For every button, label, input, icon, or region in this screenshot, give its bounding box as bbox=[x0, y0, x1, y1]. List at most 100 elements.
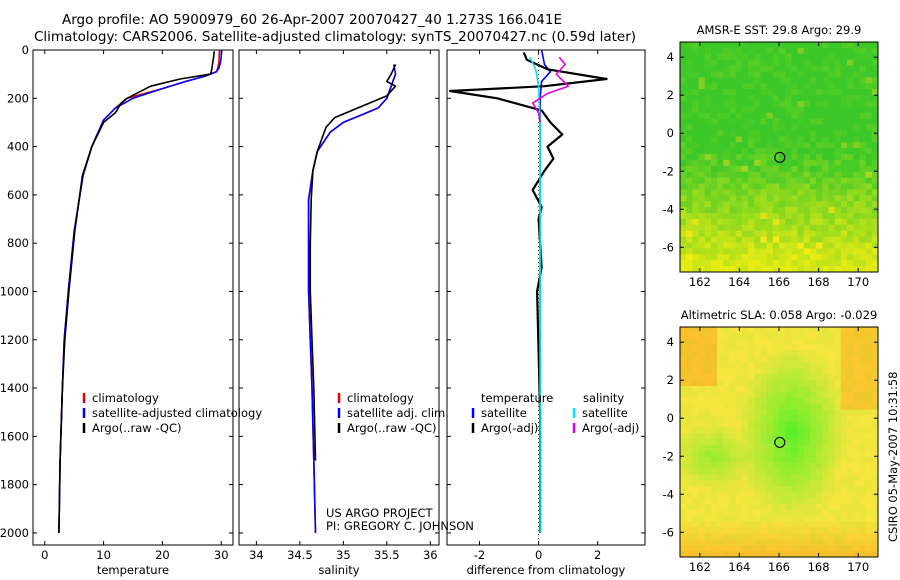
map-cell-4 bbox=[840, 439, 848, 446]
map-cell-4 bbox=[828, 415, 836, 422]
map-cell-3 bbox=[809, 266, 817, 273]
credit-line1: US ARGO PROJECT bbox=[326, 506, 433, 520]
map-cell-3 bbox=[779, 236, 786, 243]
map-cell-4 bbox=[834, 444, 842, 452]
map-cell-3 bbox=[748, 260, 755, 267]
map-cell-3 bbox=[698, 124, 706, 131]
legend-label-1: satellite adj. clim. bbox=[347, 406, 449, 420]
map-cell-3 bbox=[680, 106, 687, 114]
map-cell-4 bbox=[692, 515, 699, 523]
map-cell-4 bbox=[779, 498, 786, 505]
map-cell-3 bbox=[853, 59, 860, 66]
map-cell-3 bbox=[859, 230, 867, 238]
map-cell-4 bbox=[809, 368, 817, 375]
map-cell-4 bbox=[822, 521, 829, 528]
map-cell-4 bbox=[791, 427, 798, 434]
map-cell-4 bbox=[686, 374, 693, 381]
map-cell-3 bbox=[785, 201, 792, 208]
map-cell-3 bbox=[816, 248, 823, 255]
map-cell-4 bbox=[704, 385, 712, 393]
map-cell-4 bbox=[680, 433, 687, 440]
map-cell-4 bbox=[735, 374, 743, 381]
map-cell-3 bbox=[840, 136, 848, 143]
map-cell-3 bbox=[847, 148, 854, 155]
map-cell-4 bbox=[680, 344, 687, 351]
map-cell-4 bbox=[741, 397, 749, 405]
map-cell-3 bbox=[828, 106, 836, 114]
map-cell-3 bbox=[822, 59, 829, 66]
map-cell-4 bbox=[847, 374, 854, 381]
map-cell-4 bbox=[859, 427, 867, 434]
map-cell-4 bbox=[791, 551, 798, 558]
map-cell-4 bbox=[680, 492, 687, 499]
map-cell-4 bbox=[704, 403, 712, 410]
map-cell-3 bbox=[859, 59, 867, 66]
map-cell-4 bbox=[828, 362, 836, 369]
map-cell-3 bbox=[772, 266, 780, 273]
map-cell-3 bbox=[834, 183, 842, 190]
map-cell-4 bbox=[791, 338, 798, 346]
map-cell-4 bbox=[704, 409, 712, 416]
map-cell-3 bbox=[779, 124, 786, 131]
map-cell-3 bbox=[729, 65, 737, 72]
map-cell-4 bbox=[710, 391, 718, 399]
map-cell-4 bbox=[871, 403, 879, 410]
map-cell-3 bbox=[729, 47, 737, 55]
map-cell-4 bbox=[680, 539, 687, 546]
map-cell-4 bbox=[871, 327, 879, 334]
map-cell-4 bbox=[809, 327, 817, 334]
map-cell-4 bbox=[840, 492, 848, 499]
map-cell-3 bbox=[822, 65, 829, 72]
map-cell-4 bbox=[853, 444, 860, 452]
map-cell-3 bbox=[766, 207, 774, 214]
map-cell-4 bbox=[723, 545, 730, 552]
map-cell-3 bbox=[822, 53, 829, 61]
series-line-0-1 bbox=[58, 49, 223, 533]
map-cell-3 bbox=[859, 171, 867, 179]
map-cell-4 bbox=[692, 462, 699, 469]
map-cell-4 bbox=[847, 380, 854, 387]
map-cell-4 bbox=[809, 539, 817, 546]
map-cell-4 bbox=[834, 492, 842, 499]
map-cell-4 bbox=[791, 527, 798, 534]
map-cell-4 bbox=[865, 415, 873, 422]
map-cell-4 bbox=[748, 498, 755, 505]
map-cell-3 bbox=[735, 112, 743, 120]
map-cell-4 bbox=[791, 362, 798, 369]
map-cell-4 bbox=[847, 385, 854, 393]
map-cell-3 bbox=[785, 236, 792, 243]
map-cell-4 bbox=[822, 456, 829, 464]
credit-line2: PI: GREGORY C. JOHNSON bbox=[326, 519, 474, 533]
map-cell-4 bbox=[871, 492, 879, 499]
map-cell-3 bbox=[686, 124, 693, 131]
map-cell-4 bbox=[692, 551, 699, 558]
map-cell-4 bbox=[785, 521, 792, 528]
map-cell-3 bbox=[791, 242, 798, 249]
map-cell-3 bbox=[741, 130, 749, 137]
map-cell-3 bbox=[865, 207, 873, 214]
map-cell-3 bbox=[859, 236, 867, 243]
map-cell-3 bbox=[717, 53, 724, 61]
map-cell-4 bbox=[816, 509, 823, 517]
map-cell-4 bbox=[822, 539, 829, 546]
map-cell-4 bbox=[828, 527, 836, 534]
map-cell-4 bbox=[741, 503, 749, 511]
map-cell-3 bbox=[847, 112, 854, 120]
map-cell-4 bbox=[803, 332, 811, 340]
map-cell-3 bbox=[840, 100, 848, 108]
map-cell-3 bbox=[698, 183, 706, 190]
map-cell-4 bbox=[785, 350, 792, 357]
map-cell-3 bbox=[828, 89, 836, 96]
map-cell-3 bbox=[735, 201, 743, 208]
map-cell-3 bbox=[735, 100, 743, 108]
map-cell-4 bbox=[803, 551, 811, 558]
map-cell-3 bbox=[847, 53, 854, 61]
map-cell-3 bbox=[741, 159, 749, 167]
map-cell-4 bbox=[680, 439, 687, 446]
map-cell-4 bbox=[692, 409, 699, 416]
map-cell-4 bbox=[735, 462, 743, 469]
map-cell-3 bbox=[847, 213, 854, 220]
map-cell-4 bbox=[785, 421, 792, 428]
map-cell-3 bbox=[680, 112, 687, 120]
map-cell-3 bbox=[809, 142, 817, 149]
